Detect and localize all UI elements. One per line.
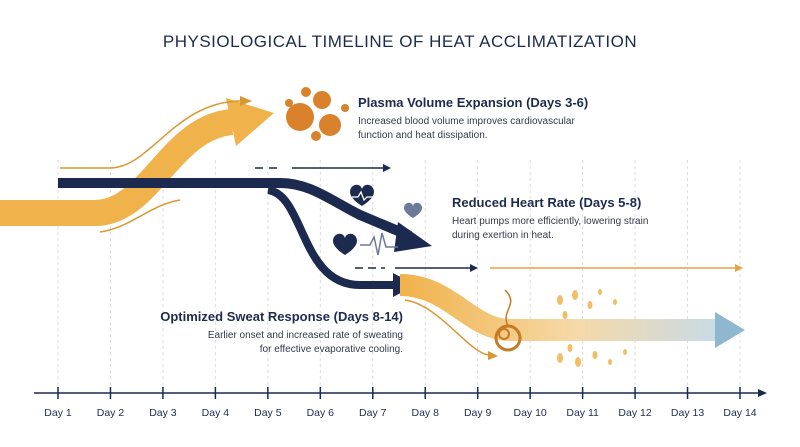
callout-text: function and heat dissipation. [358,130,488,141]
callout: Plasma Volume Expansion (Days 3-6) Incre… [358,95,588,141]
callout-title: Plasma Volume Expansion (Days 3-6) [358,95,588,110]
callout-title: Reduced Heart Rate (Days 5-8) [452,195,641,210]
callout-text: Increased blood volume improves cardiova… [358,116,575,127]
day-label: Day 13 [671,407,704,419]
day-label: Day 2 [97,407,125,419]
day-label: Day 3 [149,407,177,419]
callout: Optimized Sweat Response (Days 8-14) Ear… [160,309,403,355]
day-label: Day 7 [359,407,387,419]
plasma-icon [285,87,349,141]
plasma-arrow [0,96,274,233]
day-label: Day 4 [202,407,230,419]
day-label: Day 12 [618,407,651,419]
day-labels: Day 1 Day 2 Day 3 Day 4 Day 5 Day 6 Day 7 Day 8… [44,387,757,419]
day-label: Day 5 [254,407,282,419]
day-label: Day 6 [307,407,335,419]
day-label: Day 8 [412,407,440,419]
day-label: Day 10 [514,407,547,419]
callout-text: Earlier onset and increased rate of swea… [208,330,403,341]
sweat-arrow [399,274,745,367]
day-label: Day 1 [44,407,72,419]
day-label: Day 11 [566,407,599,419]
callout-text: during exertion in heat. [452,230,554,241]
title: PHYSIOLOGICAL TIMELINE OF HEAT ACCLIMATI… [163,32,637,51]
axis-arrow [758,389,767,397]
callout-text: Heart pumps more efficiently, lowering s… [452,216,648,227]
day-grid [57,160,741,390]
day-label: Day 9 [464,407,492,419]
day-label: Day 14 [723,407,756,419]
callout-text: for effective evaporative cooling. [260,344,403,355]
callout-title: Optimized Sweat Response (Days 8-14) [160,309,403,324]
callout: Reduced Heart Rate (Days 5-8) Heart pump… [452,195,648,241]
